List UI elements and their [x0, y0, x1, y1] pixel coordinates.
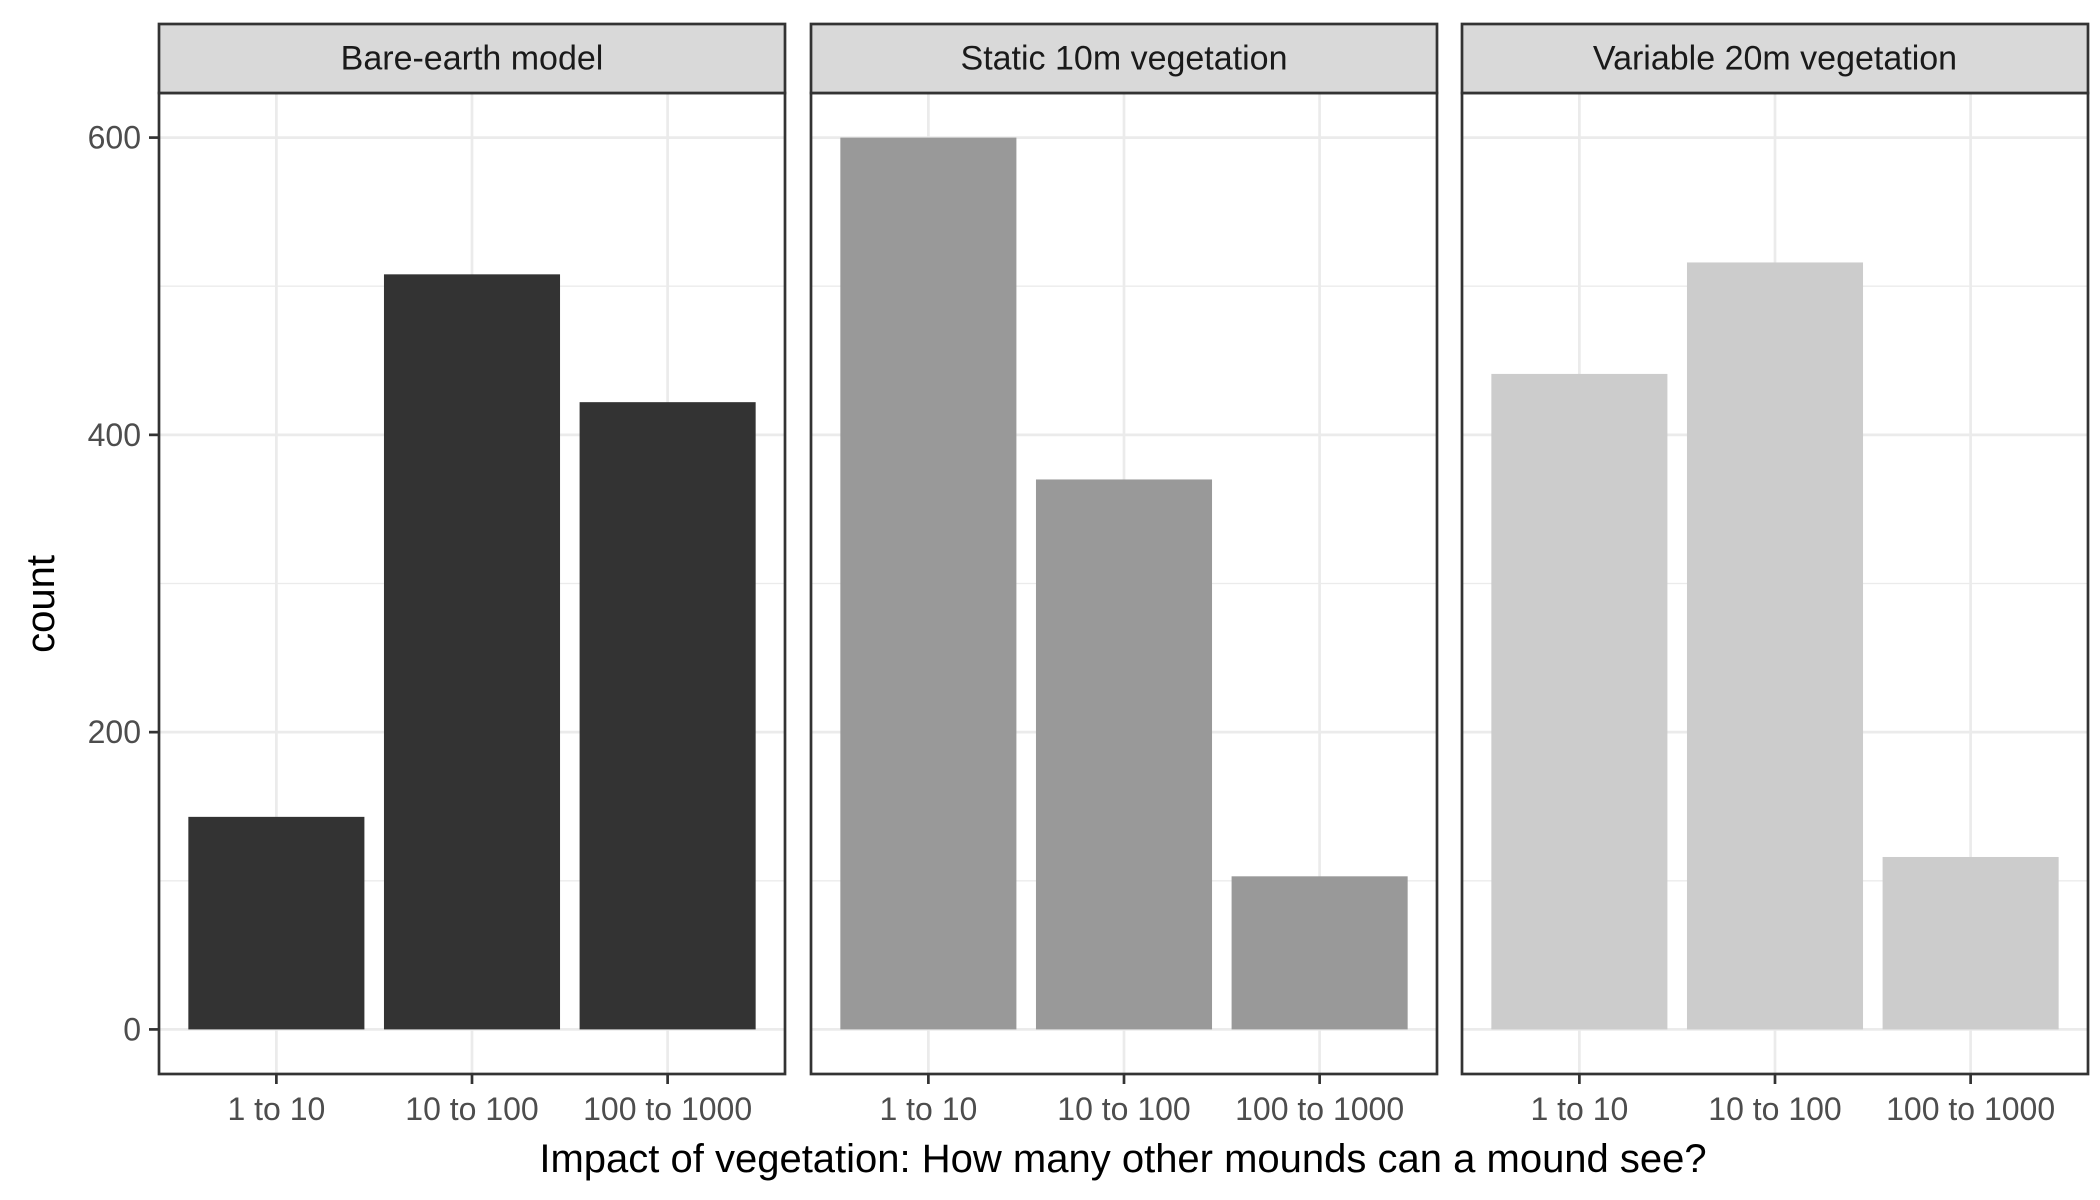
facet-strip-label: Bare-earth model: [341, 40, 604, 78]
x-tick-label: 10 to 100: [1057, 1091, 1190, 1127]
x-tick-label: 10 to 100: [405, 1091, 538, 1127]
facet-panel: Bare-earth model 1 to 10 10 to 100 100 to 1…: [157, 22, 787, 1127]
x-tick-label: 100 to 1000: [1886, 1091, 2055, 1127]
y-tick-label: 400: [88, 417, 141, 453]
y-tick-label: 600: [88, 120, 141, 156]
facet-panel: Variable 20m vegetation 1 to 10 10 to 100 1…: [1460, 22, 2090, 1127]
bar: [1882, 856, 2059, 1030]
bar: [579, 402, 756, 1030]
facet-strip: [1460, 22, 2090, 95]
bar: [840, 137, 1017, 1030]
bar: [1035, 479, 1213, 1030]
x-tick-label: 100 to 1000: [583, 1091, 752, 1127]
y-tick-label: 0: [123, 1011, 141, 1047]
facet-strip-label: Static 10m vegetation: [961, 40, 1288, 78]
bar: [1491, 373, 1668, 1030]
x-tick-label: 100 to 1000: [1235, 1091, 1404, 1127]
facet-strip: [157, 22, 787, 95]
x-tick-label: 1 to 10: [227, 1091, 325, 1127]
panels-layer: Bare-earth model 1 to 10 10 to 100 100 to 1…: [157, 22, 2090, 1127]
x-tick-label: 1 to 10: [1530, 1091, 1628, 1127]
y-axis: 0 200 400 600: [88, 120, 159, 1047]
x-tick-label: 10 to 100: [1708, 1091, 1841, 1127]
bar: [188, 816, 365, 1030]
y-axis-title: count: [19, 555, 63, 653]
facet-strip-label: Variable 20m vegetation: [1593, 40, 1957, 78]
y-tick-label: 200: [88, 714, 141, 750]
facet-strip: [809, 22, 1439, 95]
bar: [383, 274, 561, 1030]
x-tick-label: 1 to 10: [879, 1091, 977, 1127]
bar: [1686, 262, 1864, 1030]
x-axis-title: Impact of vegetation: How many other mou…: [539, 1137, 1706, 1181]
facet-panel: Static 10m vegetation 1 to 10 10 to 100 100…: [809, 22, 1439, 1127]
bar: [1231, 876, 1408, 1030]
